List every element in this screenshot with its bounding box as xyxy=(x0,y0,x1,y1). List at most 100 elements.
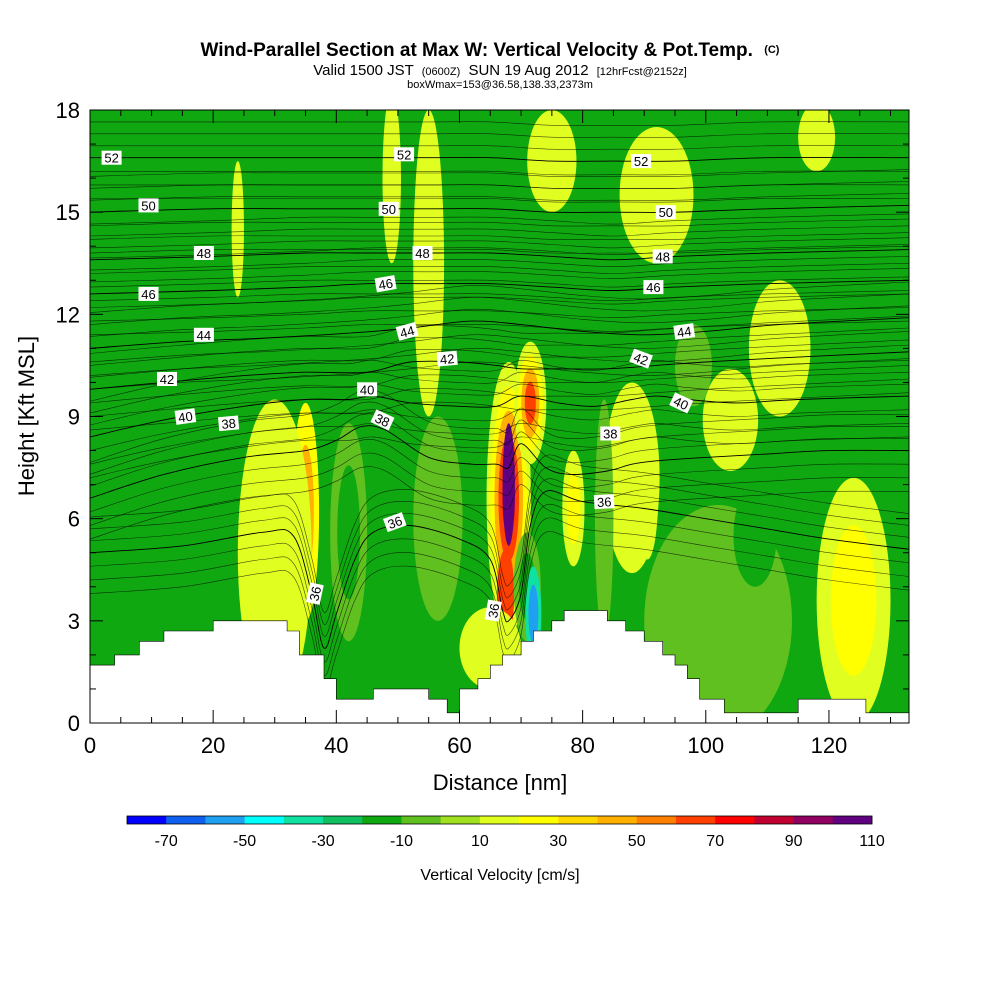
theta-minor-44-1 xyxy=(90,344,909,376)
w-feature-23-level-10 xyxy=(748,280,811,417)
theta-minor-40-5 xyxy=(90,359,909,402)
w-feature-4-level-100 xyxy=(502,423,515,546)
theta-label-10: 42 xyxy=(157,372,177,387)
colorbar-tick-label: -30 xyxy=(312,833,335,850)
x-tick-label: 100 xyxy=(687,733,724,758)
theta-minor-52-0 xyxy=(90,170,909,176)
subtitle-forecast: [12hrFcst@2152z] xyxy=(597,66,687,78)
theta-label-0: 36 xyxy=(305,582,324,605)
y-tick-label: 18 xyxy=(56,98,80,123)
theta-minor-38-3 xyxy=(90,413,909,487)
w-feature-19-level-10 xyxy=(413,110,445,417)
theta-label-text: 36 xyxy=(306,585,324,602)
colorbar-swatch xyxy=(362,816,402,824)
theta-label-text: 48 xyxy=(415,246,429,261)
theta-minor-48-3 xyxy=(90,237,909,249)
theta-label-24: 50 xyxy=(655,205,676,220)
theta-minor-50-0 xyxy=(90,218,909,227)
theta-line-40 xyxy=(90,395,909,438)
colorbar-tick-label: 10 xyxy=(471,833,489,850)
colorbar-swatch xyxy=(519,816,559,824)
colorbar-swatch xyxy=(244,816,285,824)
theta-minor-40-3 xyxy=(90,383,909,426)
plot-area: 36 36 36 36 38 38 38 40 40 40 42 42 42 44 44 44 46 46 46 48… xyxy=(90,110,909,723)
theta-minor-46-1 xyxy=(90,307,909,322)
theta-minor-50-3 xyxy=(90,193,909,201)
theta-label-text: 52 xyxy=(104,151,118,166)
colorbar: -70 -50 -30 -10 10 30 50 70 90 110 xyxy=(126,815,885,850)
theta-minor-52-5 xyxy=(90,121,909,126)
theta-minor-42-3 xyxy=(90,339,909,378)
theta-label-26: 52 xyxy=(394,147,415,162)
theta-label-text: 42 xyxy=(160,372,174,387)
theta-label-text: 38 xyxy=(221,416,237,432)
y-tick-label: 3 xyxy=(68,609,80,634)
colorbar-swatch xyxy=(401,816,441,824)
theta-minor-36-0 xyxy=(90,503,909,663)
w-feature-21-level-10 xyxy=(619,127,694,264)
theta-label-text: 44 xyxy=(197,328,211,343)
x-tick-label: 60 xyxy=(447,733,471,758)
y-tick-label: 6 xyxy=(68,507,80,532)
theta-minor-52-3 xyxy=(90,145,909,150)
theta-line-50 xyxy=(90,204,909,213)
colorbar-label: Vertical Velocity [cm/s] xyxy=(420,867,579,884)
theta-label-text: 38 xyxy=(603,427,617,442)
theta-minor-36-5 xyxy=(90,454,909,613)
theta-label-21: 48 xyxy=(652,249,673,264)
x-tick-label: 0 xyxy=(84,733,96,758)
theta-minor-42-4 xyxy=(90,327,909,366)
theta-label-23: 50 xyxy=(378,201,399,217)
theta-label-text: 42 xyxy=(632,350,651,369)
colorbar-swatch xyxy=(479,816,520,824)
theta-label-text: 46 xyxy=(377,276,394,293)
theta-minor-38-0 xyxy=(90,438,909,513)
theta-label-text: 48 xyxy=(655,249,669,264)
theta-minor-50-2 xyxy=(90,245,909,254)
x-tick-label: 40 xyxy=(324,733,348,758)
theta-minor-44-0 xyxy=(90,331,909,363)
w-feature-14-level--60 xyxy=(528,584,539,644)
theta-minor-50-1 xyxy=(90,232,909,240)
w-feature-17-level--20 xyxy=(733,484,777,587)
x-tick-label: 20 xyxy=(201,733,225,758)
svg-text:Valid 1500 JST (0600Z): Valid 1500 JST (0600Z) SUN 19 Aug 2012 [… xyxy=(313,62,687,79)
colorbar-tick-label: 30 xyxy=(549,833,567,850)
colorbar-swatch xyxy=(166,816,206,824)
theta-line-52 xyxy=(90,156,909,162)
theta-minor-40-0 xyxy=(90,409,909,451)
theta-minor-48-2 xyxy=(90,290,909,302)
theta-minor-38-1 xyxy=(90,452,909,526)
theta-label-7: 40 xyxy=(174,408,197,425)
subtitle-box: boxWmax=153@36.58,138.33,2373m xyxy=(407,79,593,91)
theta-label-1: 36 xyxy=(383,512,407,533)
theta-label-3: 36 xyxy=(593,494,615,510)
x-tick-label: 120 xyxy=(811,733,848,758)
theta-label-text: 50 xyxy=(141,198,155,213)
theta-minor-52-4 xyxy=(90,133,909,138)
w-feature-3-level-60 xyxy=(524,381,536,425)
colorbar-tick-label: -70 xyxy=(155,833,178,850)
w-feature-26-level-10 xyxy=(798,110,836,172)
theta-line-48 xyxy=(90,249,909,261)
theta-label-12: 42 xyxy=(629,348,653,369)
terrain xyxy=(90,610,909,723)
theta-contours xyxy=(90,156,909,649)
terrain-mask xyxy=(90,610,909,723)
theta-minor-36-1 xyxy=(90,517,909,676)
theta-label-18: 46 xyxy=(643,280,664,295)
title-block: Wind-Parallel Section at Max W: Vertical… xyxy=(201,40,780,91)
w-feature-9-level-20 xyxy=(566,472,581,545)
w-feature-11-level--20 xyxy=(337,465,361,600)
theta-minor-52-1 xyxy=(90,184,909,189)
theta-minor-48-4 xyxy=(90,225,909,237)
y-tick-label: 0 xyxy=(68,711,80,736)
theta-label-19: 48 xyxy=(193,246,214,261)
w-feature-20-level-10 xyxy=(231,161,244,298)
theta-label-text: 52 xyxy=(397,147,411,162)
theta-label-11: 42 xyxy=(436,350,458,367)
theta-label-text: 36 xyxy=(386,513,405,532)
theta-label-text: 50 xyxy=(381,202,395,217)
colorbar-swatch xyxy=(323,816,363,824)
